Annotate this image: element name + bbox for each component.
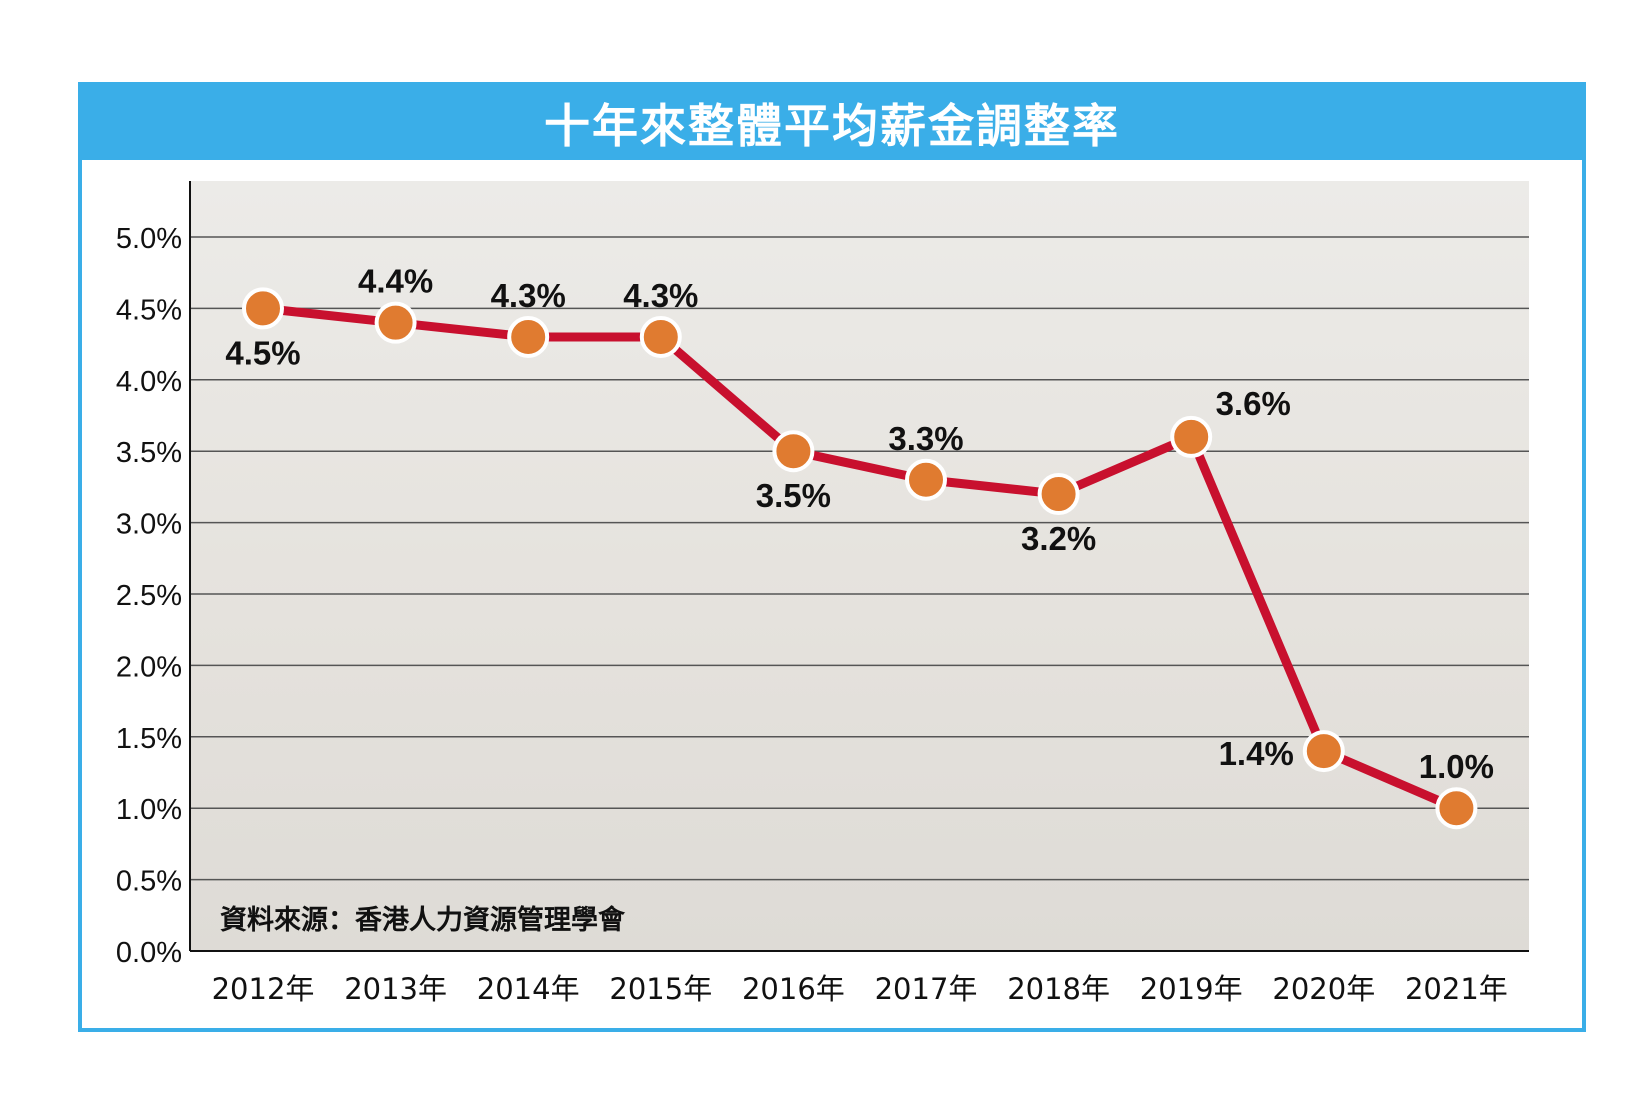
data-point	[1435, 787, 1478, 830]
y-tick-label: 0.0%	[116, 937, 182, 969]
photo-background	[190, 181, 1529, 951]
data-point	[507, 315, 550, 358]
data-label: 3.3%	[888, 420, 963, 457]
y-tick-label: 4.0%	[116, 366, 182, 398]
x-tick-label: 2021年	[1405, 972, 1508, 1006]
y-tick-label: 3.5%	[116, 437, 182, 469]
y-tick-label: 3.0%	[116, 509, 182, 541]
data-label: 3.2%	[1021, 520, 1096, 557]
x-tick-label: 2016年	[742, 972, 845, 1006]
data-point	[772, 430, 815, 473]
y-tick-label: 2.5%	[116, 580, 182, 612]
x-tick-label: 2014年	[477, 972, 580, 1006]
y-tick-label: 4.5%	[116, 294, 182, 326]
data-point	[1302, 730, 1345, 773]
data-label: 4.3%	[623, 277, 698, 314]
data-label: 1.4%	[1219, 735, 1294, 772]
y-tick-label: 1.0%	[116, 794, 182, 826]
series-line	[258, 303, 1461, 813]
data-point	[242, 287, 284, 330]
data-label: 3.5%	[756, 477, 831, 514]
source-note: 資料來源：香港人力資源管理學會	[220, 904, 626, 936]
y-tick-label: 0.5%	[116, 866, 182, 898]
data-point	[905, 458, 947, 501]
y-tick-label: 1.5%	[116, 723, 182, 755]
data-label: 3.6%	[1216, 385, 1291, 422]
x-tick-label: 2018年	[1007, 972, 1110, 1006]
data-point	[1037, 473, 1080, 516]
data-label: 4.3%	[491, 277, 566, 314]
y-tick-label: 5.0%	[116, 223, 182, 255]
x-tick-label: 2015年	[609, 972, 712, 1006]
y-tick-label: 2.0%	[116, 651, 182, 683]
chart-title: 十年來整體平均薪金調整率	[82, 86, 1582, 160]
data-point	[1170, 415, 1213, 458]
data-label: 4.4%	[358, 263, 433, 300]
x-tick-label: 2012年	[212, 972, 315, 1006]
data-label: 4.5%	[225, 334, 300, 371]
data-point	[374, 301, 417, 344]
data-label: 1.0%	[1419, 748, 1494, 785]
x-tick-label: 2013年	[344, 972, 447, 1006]
x-tick-label: 2019年	[1140, 972, 1243, 1006]
x-tick-label: 2020年	[1272, 972, 1375, 1006]
data-point	[639, 315, 682, 358]
x-tick-label: 2017年	[875, 972, 978, 1006]
